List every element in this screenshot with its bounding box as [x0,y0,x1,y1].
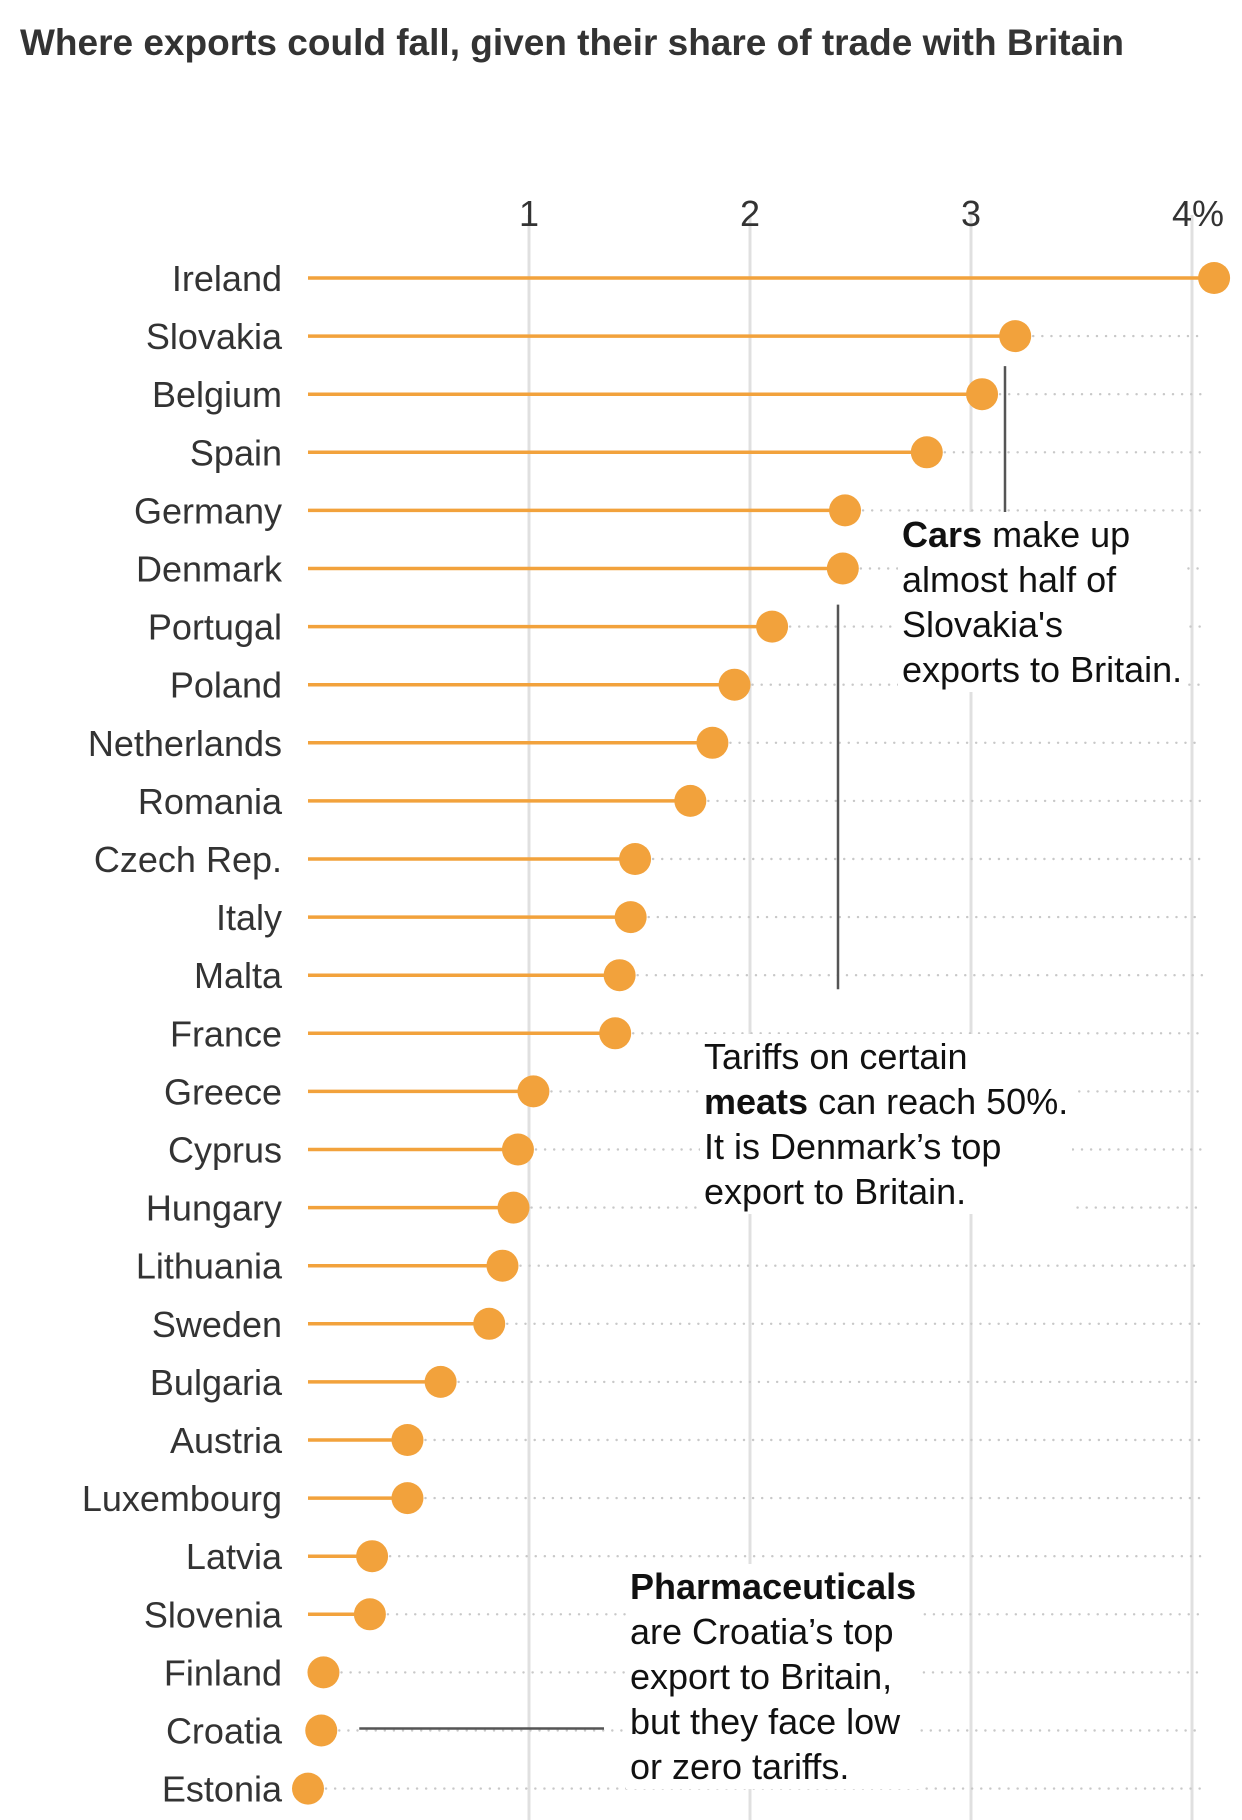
chart-title: Where exports could fall, given their sh… [20,22,1125,63]
annotation-line: export to Britain, [630,1654,916,1699]
value-dot [307,1656,340,1689]
value-dot [599,1017,632,1050]
annotation-text: It is Denmark’s top [704,1126,1002,1167]
country-label: Estonia [162,1769,283,1810]
x-tick-label: 3 [961,193,981,234]
annotation-line: exports to Britain. [902,647,1182,692]
annotation-text: but they face low [630,1701,901,1742]
value-dot [614,901,647,934]
value-dot [619,843,652,875]
value-dot [696,726,729,759]
value-dot [391,1424,424,1456]
pharmaceuticals-annotation: Pharmaceuticals are Croatia’s top export t… [626,1564,921,1789]
value-dot [501,1133,534,1166]
value-dot [826,552,859,585]
x-tick-label: 1 [519,193,539,234]
annotation-line: are Croatia’s top [630,1609,916,1654]
country-label: Spain [190,432,282,473]
meats-annotation: Tariffs on certain meats can reach 50%. It… [700,1034,1073,1214]
country-label: Czech Rep. [94,839,282,880]
annotation-line: almost half of [902,557,1182,602]
annotation-line: or zero tariffs. [630,1744,916,1789]
country-label: Croatia [166,1711,283,1752]
annotation-text: export to Britain. [704,1171,967,1212]
value-dot [486,1249,519,1282]
country-label: Austria [170,1420,283,1461]
annotation-line: but they face low [630,1699,916,1744]
x-tick-label: 4% [1172,193,1224,234]
annotation-line: Pharmaceuticals [630,1564,916,1609]
value-dot [966,378,999,411]
country-label: Portugal [148,607,282,648]
annotation-text: exports to Britain. [902,649,1183,690]
value-dot [305,1714,338,1747]
value-dot [756,610,789,643]
annotation-line: Tariffs on certain [704,1034,1068,1079]
annotation-line: meats can reach 50%. [704,1079,1068,1124]
country-label: Ireland [172,258,282,299]
annotation-text: are Croatia’s top [630,1611,894,1652]
value-dot [910,436,943,469]
cars-annotation: Cars make up almost half of Slovakia's expo… [898,512,1187,692]
country-label: Denmark [136,549,283,590]
value-dot [999,320,1032,353]
country-label: Netherlands [88,723,282,764]
value-dot [497,1191,530,1224]
annotation-text: export to Britain, [630,1656,893,1697]
country-label: Latvia [186,1536,283,1577]
annotation-line: Slovakia's [902,602,1182,647]
value-dot [1198,262,1231,294]
annotation-bold-text: Pharmaceuticals [630,1566,917,1607]
value-dot [473,1307,506,1340]
country-label: Bulgaria [150,1362,283,1403]
country-label: Slovenia [144,1594,283,1635]
country-label: Malta [194,955,283,996]
value-dot [424,1365,457,1398]
country-label: Lithuania [136,1246,283,1287]
x-tick-label: 2 [740,193,760,234]
annotation-bold-text: meats [704,1081,809,1122]
country-label: France [170,1013,282,1054]
annotation-line: It is Denmark’s top [704,1124,1068,1169]
value-dot [517,1075,550,1108]
country-label: Hungary [146,1188,282,1229]
annotation-bold-text: Cars [902,514,983,555]
country-label: Slovakia [146,316,283,357]
country-label: Poland [170,665,282,706]
annotation-line: Cars make up [902,512,1182,557]
annotation-text: can reach 50%. [808,1081,1069,1122]
annotation-text: Slovakia's [902,604,1063,645]
country-label: Italy [216,897,282,938]
annotation-text: or zero tariffs. [630,1746,850,1787]
country-label: Belgium [152,374,282,415]
country-label: Finland [164,1652,282,1693]
country-label: Luxembourg [82,1478,282,1519]
annotation-text: almost half of [902,559,1117,600]
country-label: Cyprus [168,1130,282,1171]
value-dot [292,1772,324,1805]
value-dot [603,959,636,992]
country-label: Germany [134,490,282,531]
annotation-text: Tariffs on certain [704,1036,968,1077]
value-dot [391,1482,424,1515]
annotation-text: make up [982,514,1131,555]
value-dot [674,784,707,817]
value-dot [829,494,862,527]
country-label: Sweden [152,1304,282,1345]
country-label: Greece [164,1071,282,1112]
value-dot [353,1598,386,1631]
country-label: Romania [138,781,283,822]
value-dot [718,668,751,701]
value-dot [356,1540,389,1573]
annotation-line: export to Britain. [704,1169,1068,1214]
